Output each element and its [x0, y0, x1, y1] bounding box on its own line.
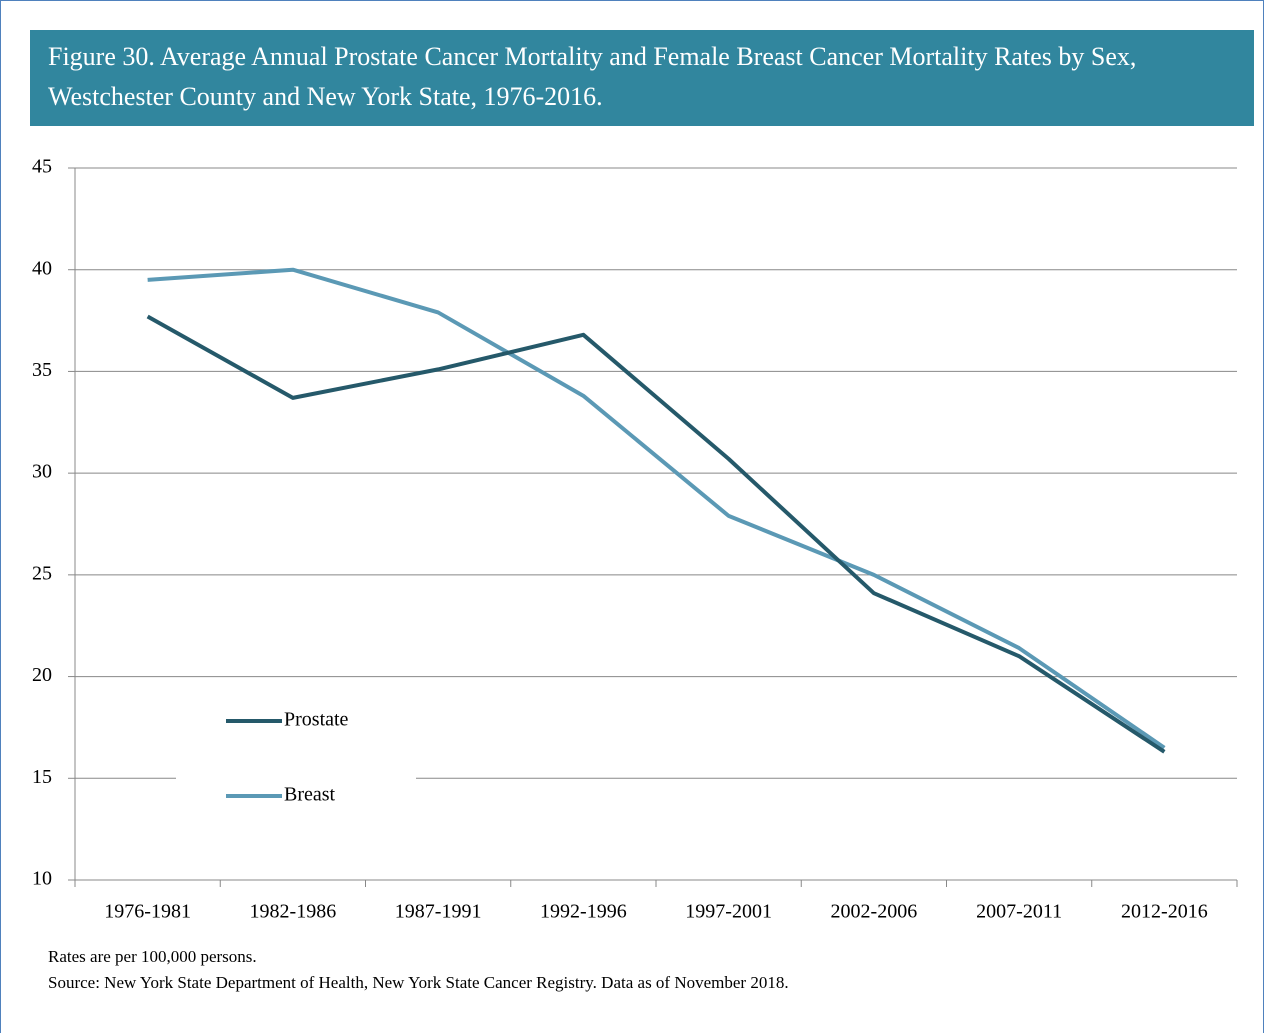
x-tick-label: 1997-2001 — [685, 901, 772, 923]
y-tick-label: 35 — [32, 359, 52, 381]
title-banner: Figure 30. Average Annual Prostate Cance… — [30, 30, 1254, 126]
legend-label: Breast — [284, 784, 336, 806]
chart-title: Figure 30. Average Annual Prostate Cance… — [48, 42, 1137, 111]
note: Rates are per 100,000 persons. — [48, 947, 257, 966]
x-tick-label: 2012-2016 — [1121, 901, 1208, 923]
x-tick-label: 1992-1996 — [540, 901, 627, 923]
x-tick-label: 1976-1981 — [104, 901, 191, 923]
x-tick-label: 1987-1991 — [395, 901, 482, 923]
legend-label: Prostate — [284, 709, 349, 731]
y-tick-label: 40 — [32, 257, 52, 279]
legend-box — [176, 700, 416, 820]
data-line — [146, 314, 1166, 754]
x-tick-label: 2002-2006 — [831, 901, 918, 923]
y-tick-label: 45 — [32, 156, 52, 178]
data-line — [147, 267, 1166, 750]
x-tick-label: 2007-2011 — [976, 901, 1062, 923]
x-tick-label: 1982-1986 — [250, 901, 337, 923]
y-tick-label: 20 — [32, 664, 52, 686]
note: Source: New York State Department of Hea… — [48, 973, 789, 992]
y-tick-label: 15 — [32, 766, 52, 788]
y-tick-label: 25 — [32, 562, 52, 584]
y-tick-label: 30 — [32, 461, 52, 483]
y-tick-label: 10 — [32, 868, 52, 890]
